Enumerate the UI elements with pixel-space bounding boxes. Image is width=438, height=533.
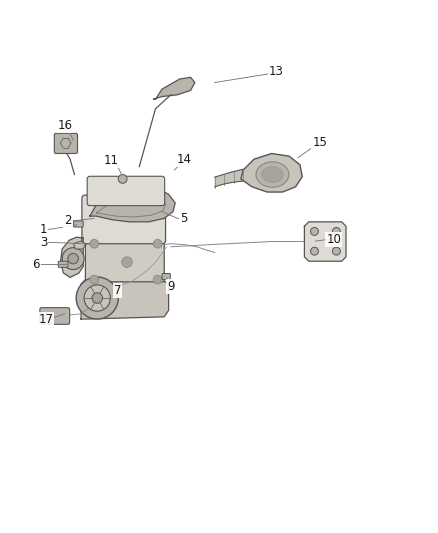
FancyBboxPatch shape	[82, 195, 166, 244]
Text: 3: 3	[40, 236, 47, 249]
Text: 1: 1	[39, 223, 47, 236]
Circle shape	[68, 253, 78, 264]
FancyBboxPatch shape	[162, 273, 170, 280]
FancyBboxPatch shape	[40, 308, 70, 324]
FancyBboxPatch shape	[58, 261, 68, 268]
Text: 7: 7	[113, 284, 121, 297]
Polygon shape	[81, 280, 169, 319]
Text: 13: 13	[268, 65, 283, 78]
FancyBboxPatch shape	[54, 133, 78, 154]
Circle shape	[76, 277, 118, 319]
Polygon shape	[241, 154, 302, 192]
FancyBboxPatch shape	[74, 221, 83, 227]
Polygon shape	[74, 241, 85, 249]
Text: 6: 6	[32, 258, 40, 271]
Circle shape	[311, 247, 318, 255]
Text: 5: 5	[180, 212, 187, 225]
Text: 14: 14	[177, 152, 191, 166]
Text: 16: 16	[57, 119, 72, 132]
Polygon shape	[60, 237, 83, 278]
Circle shape	[311, 228, 318, 236]
Polygon shape	[85, 238, 164, 282]
Circle shape	[118, 174, 127, 183]
Circle shape	[332, 247, 340, 255]
Circle shape	[84, 285, 110, 311]
Circle shape	[62, 248, 84, 270]
FancyBboxPatch shape	[87, 176, 165, 206]
Circle shape	[90, 239, 99, 248]
Polygon shape	[90, 185, 175, 222]
Ellipse shape	[256, 162, 289, 187]
Text: 17: 17	[39, 313, 53, 326]
Polygon shape	[215, 169, 243, 187]
Text: 15: 15	[312, 136, 327, 149]
Circle shape	[153, 275, 162, 284]
Ellipse shape	[262, 167, 283, 182]
Text: 10: 10	[326, 233, 341, 246]
Circle shape	[90, 275, 99, 284]
Text: 9: 9	[167, 280, 175, 293]
Circle shape	[92, 293, 102, 303]
Polygon shape	[304, 222, 346, 261]
Circle shape	[122, 257, 132, 268]
Text: 2: 2	[64, 214, 72, 227]
Polygon shape	[153, 77, 195, 99]
Circle shape	[153, 239, 162, 248]
Text: 11: 11	[103, 154, 118, 167]
Circle shape	[332, 228, 340, 236]
